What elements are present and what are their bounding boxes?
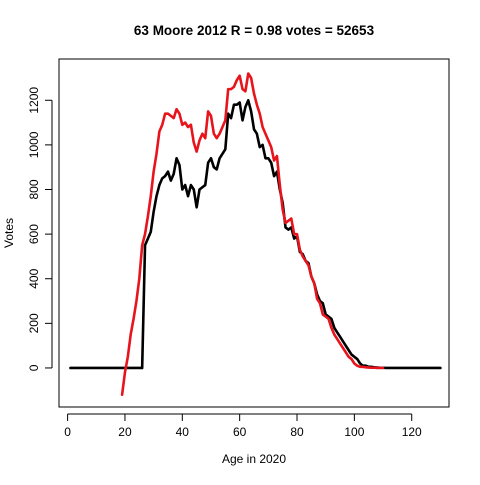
y-tick-label: 1200	[27, 87, 41, 114]
x-tick-label: 40	[176, 425, 190, 439]
plot-frame	[58, 58, 450, 408]
series-layer	[69, 72, 442, 397]
y-tick-label: 200	[27, 313, 41, 333]
y-tick-label: 400	[27, 268, 41, 288]
y-tick-label: 1000	[27, 131, 41, 158]
chart-title: 63 Moore 2012 R = 0.98 votes = 52653	[134, 23, 375, 38]
y-tick-label: 600	[27, 224, 41, 244]
x-tick-label: 80	[290, 425, 304, 439]
y-tick-label: 800	[27, 179, 41, 199]
y-axis: 0 200 400 600 800 1000 1200	[27, 87, 53, 371]
x-tick-label: 100	[344, 425, 364, 439]
series-line-2	[120, 72, 385, 397]
y-tick-label: 0	[27, 364, 41, 371]
x-axis: 0 20 40 60 80 100 120	[64, 413, 422, 439]
x-tick-label: 120	[402, 425, 422, 439]
x-tick-label: 20	[118, 425, 132, 439]
x-axis-label: Age in 2020	[222, 452, 286, 466]
y-axis-label: Votes	[2, 218, 16, 248]
x-tick-label: 0	[64, 425, 71, 439]
x-tick-label: 60	[233, 425, 247, 439]
